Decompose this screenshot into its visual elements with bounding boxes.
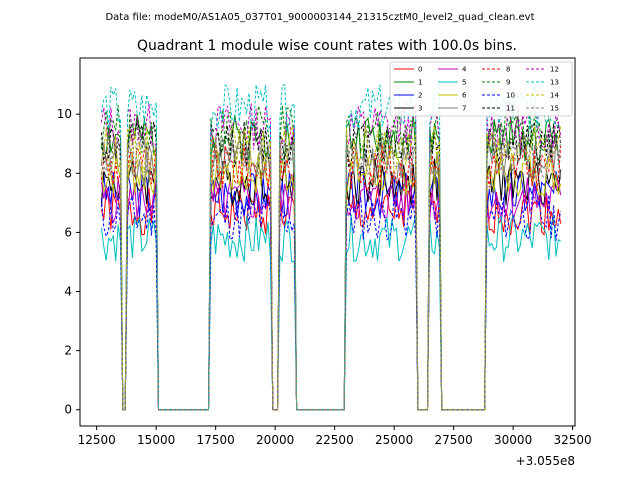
x-offset-label: +3.055e8 [516,454,575,468]
legend-label: 6 [462,92,467,100]
x-tick-label: 12500 [78,433,116,447]
x-tick-label: 22500 [316,433,354,447]
x-tick-label: 32500 [554,433,592,447]
x-tick-label: 25000 [375,433,413,447]
y-tick-label: 0 [64,403,72,417]
legend-label: 11 [506,105,515,113]
legend-label: 4 [462,66,467,74]
x-tick-label: 20000 [256,433,294,447]
y-tick-label: 2 [64,344,72,358]
y-tick-label: 10 [57,107,72,121]
legend-label: 10 [506,92,515,100]
legend-label: 0 [418,66,422,74]
legend-label: 14 [550,92,559,100]
legend-label: 7 [462,105,466,113]
legend-label: 9 [506,79,510,87]
x-tick-label: 15000 [137,433,175,447]
plot-frame [79,57,576,427]
y-tick-label: 6 [64,225,72,239]
legend-label: 5 [462,79,466,87]
legend-label: 15 [550,105,559,113]
y-axis: 0 2 4 6 8 10 [57,107,80,417]
plot-lines [100,84,562,411]
chart-title: Quadrant 1 module wise count rates with … [137,38,517,54]
legend-label: 13 [550,79,559,87]
x-tick-label: 27500 [435,433,473,447]
legend-label: 3 [418,105,422,113]
legend-box [389,61,573,117]
legend-label: 2 [418,92,422,100]
series-line-15 [100,132,562,411]
x-tick-label: 30000 [494,433,532,447]
legend-label: 1 [418,79,422,87]
x-axis: 12500 15000 17500 20000 22500 25000 27500 30000… [78,426,592,447]
y-tick-label: 4 [64,285,72,299]
legend-label: 12 [550,66,559,74]
file-label: Data file: modeM0/AS1A05_037T01_90000031… [105,12,534,23]
legend-label: 8 [506,66,510,74]
x-tick-label: 17500 [197,433,235,447]
y-tick-label: 8 [64,166,72,180]
